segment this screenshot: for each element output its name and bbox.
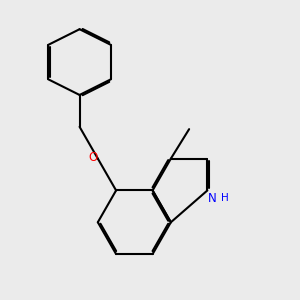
Text: N: N <box>208 192 217 205</box>
Text: H: H <box>221 193 229 203</box>
Text: O: O <box>88 151 97 164</box>
